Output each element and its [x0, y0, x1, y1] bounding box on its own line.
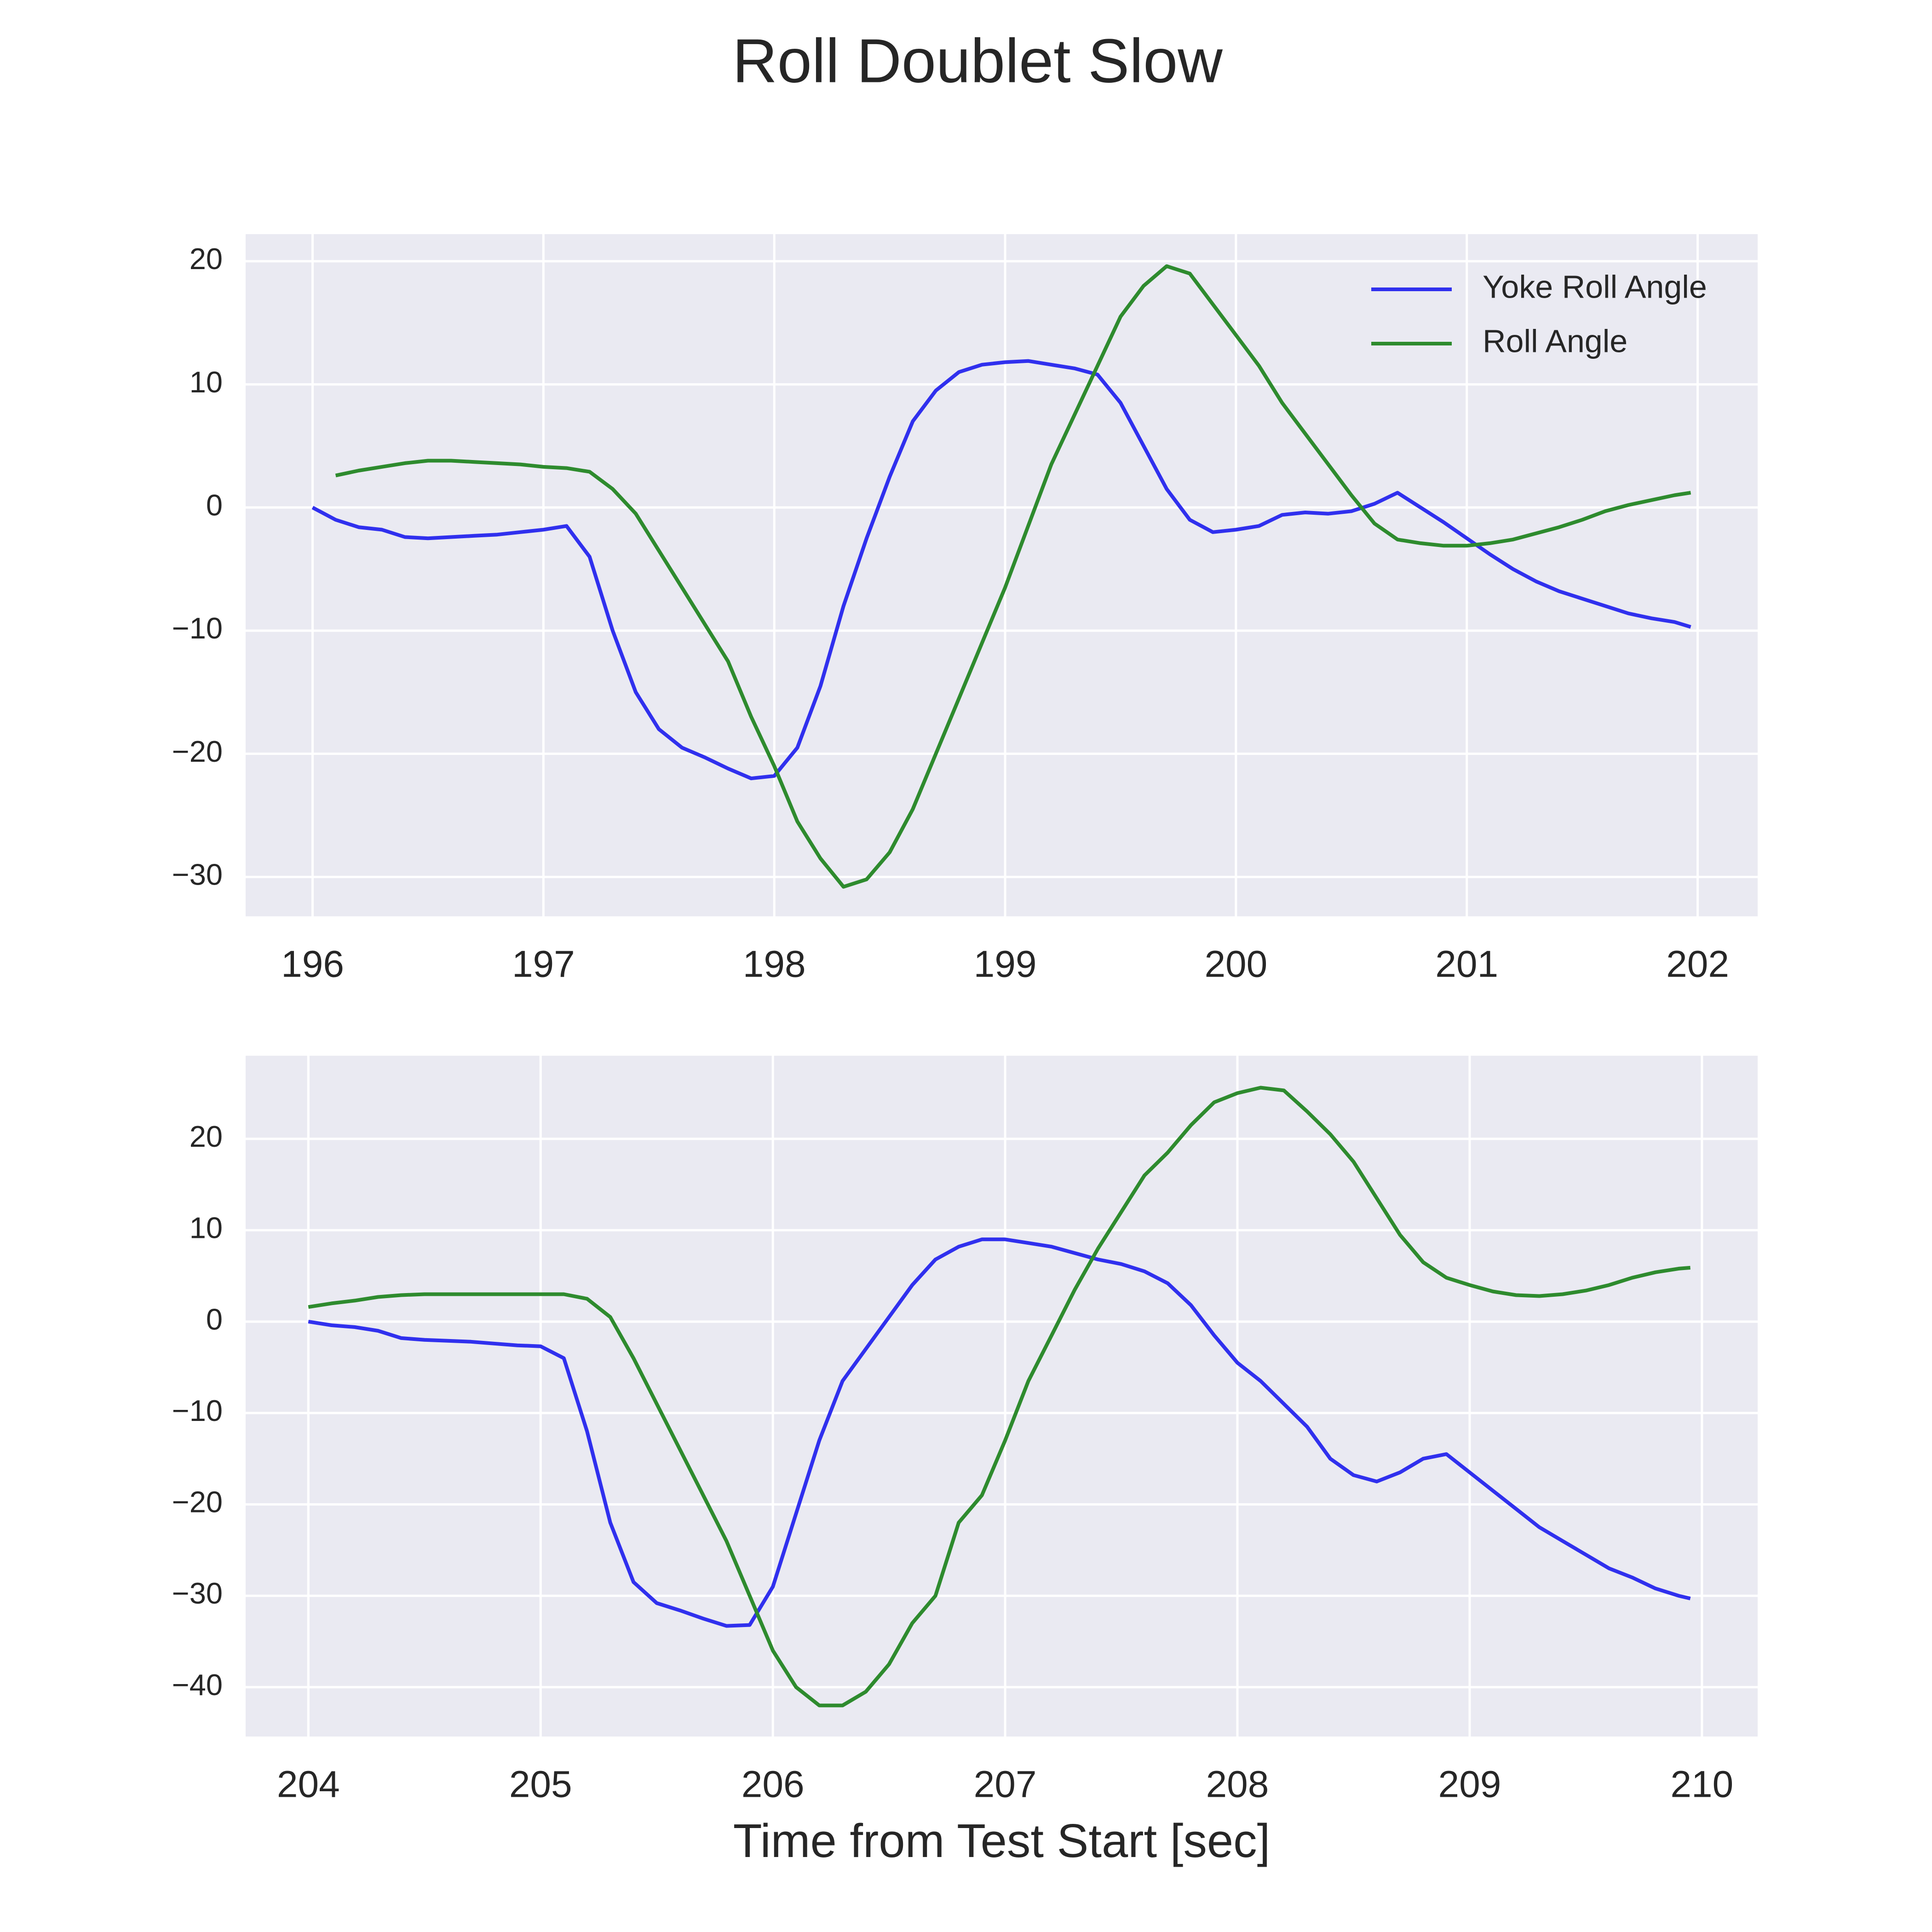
y-tick-label: −20	[172, 1485, 223, 1519]
x-tick-label: 200	[1204, 943, 1267, 985]
y-tick-label: 0	[206, 1302, 223, 1336]
y-tick-label: 20	[190, 1120, 223, 1153]
y-tick-label: 10	[190, 365, 223, 399]
legend-label: Yoke Roll Angle	[1483, 269, 1707, 305]
series-line	[335, 264, 1691, 889]
x-tick-label: 198	[743, 943, 806, 985]
x-tick-label: 201	[1435, 943, 1498, 985]
y-tick-label: 20	[190, 242, 223, 276]
x-tick-label: 202	[1666, 943, 1729, 985]
x-tick-label: 207	[974, 1764, 1037, 1806]
plot-background	[246, 234, 1758, 916]
x-tick-label: 197	[512, 943, 575, 985]
series-line	[308, 1237, 1691, 1628]
series-line	[308, 1086, 1690, 1708]
y-tick-label: −20	[172, 735, 223, 768]
x-tick-label: 209	[1438, 1764, 1501, 1806]
x-tick-label: 196	[281, 943, 344, 985]
y-tick-label: 10	[190, 1211, 223, 1245]
plot-background	[246, 1056, 1758, 1736]
series-line	[311, 359, 1691, 781]
y-tick-label: 0	[206, 488, 223, 522]
y-tick-label: −10	[172, 611, 223, 645]
x-tick-label: 206	[742, 1764, 805, 1806]
x-axis-label: Time from Test Start [sec]	[733, 1814, 1271, 1867]
y-tick-label: −30	[172, 1576, 223, 1610]
y-tick-label: −30	[172, 858, 223, 891]
x-tick-label: 210	[1670, 1764, 1733, 1806]
y-tick-label: −10	[172, 1394, 223, 1427]
x-tick-label: 199	[974, 943, 1037, 985]
legend-label: Roll Angle	[1483, 323, 1627, 359]
x-tick-label: 205	[509, 1764, 572, 1806]
x-tick-label: 208	[1206, 1764, 1269, 1806]
y-tick-label: −40	[172, 1668, 223, 1702]
figure-title: Roll Doublet Slow	[732, 26, 1223, 96]
x-tick-label: 204	[277, 1764, 340, 1806]
